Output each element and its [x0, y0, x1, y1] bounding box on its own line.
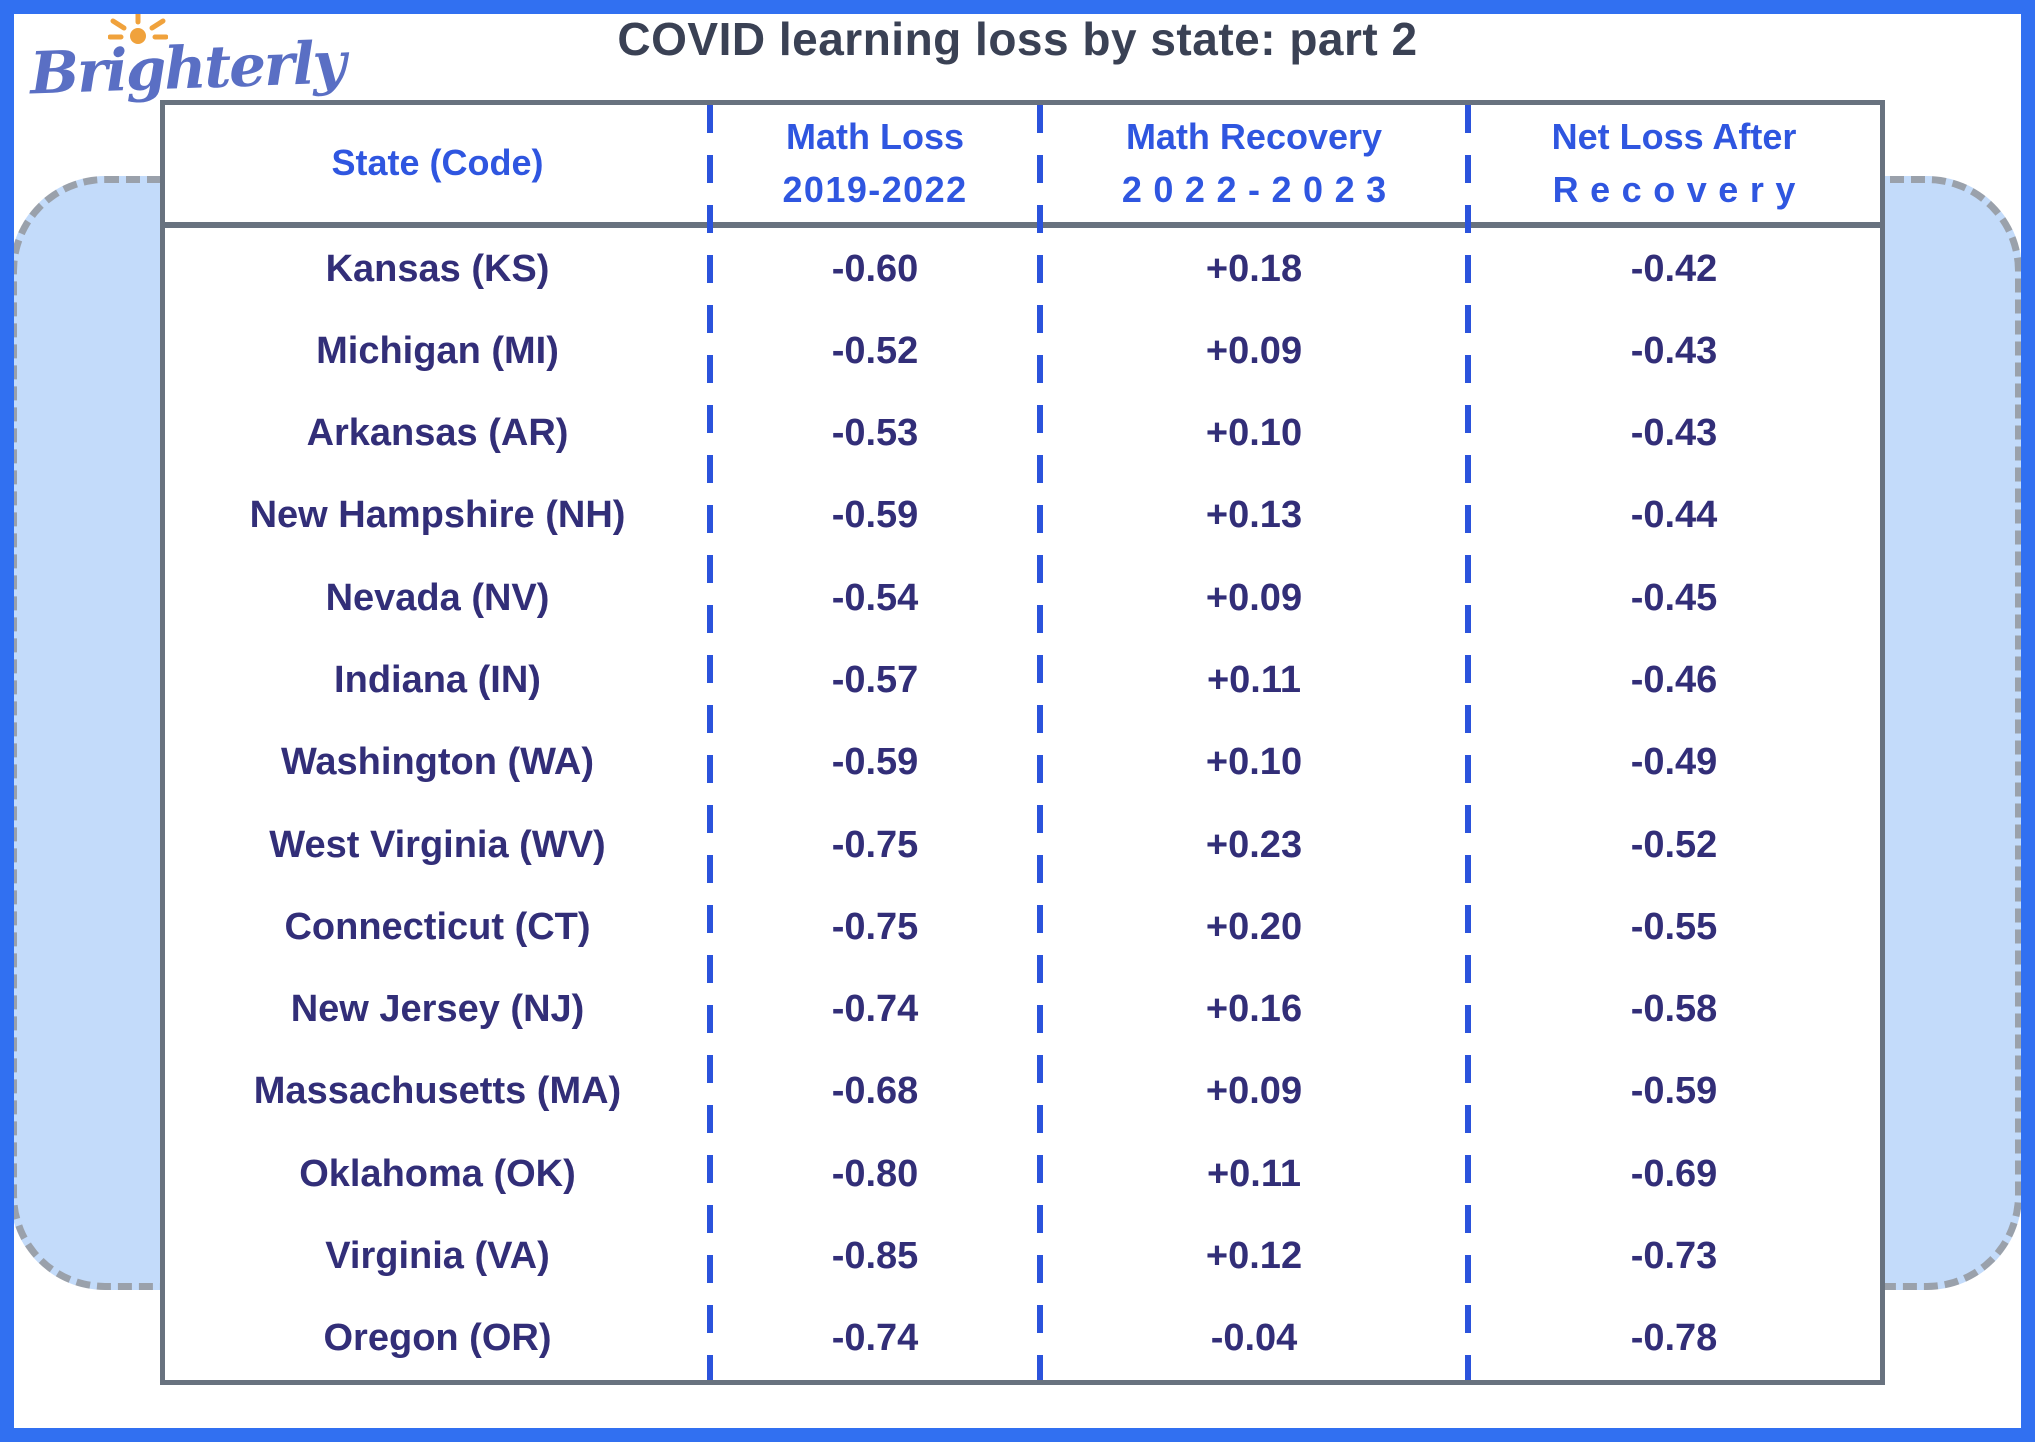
math-recovery-cell: +0.12 [1205, 1235, 1303, 1278]
table-row: Connecticut (CT) -0.75 +0.20 -0.55 [165, 886, 1880, 968]
table-row: Washington (WA) -0.59 +0.10 -0.49 [165, 722, 1880, 804]
table-row: West Virginia (WV) -0.75 +0.23 -0.52 [165, 804, 1880, 886]
table-row: Nevada (NV) -0.54 +0.09 -0.45 [165, 557, 1880, 639]
net-loss-cell: -0.73 [1630, 1235, 1718, 1278]
net-loss-cell: -0.55 [1630, 905, 1718, 948]
table-row: Oklahoma (OK) -0.80 +0.11 -0.69 [165, 1133, 1880, 1215]
header-state-label: State (Code) [331, 142, 544, 184]
column-divider-3 [1465, 105, 1471, 1380]
state-cell: Nevada (NV) [325, 576, 550, 619]
table-row: Kansas (KS) -0.60 +0.18 -0.42 [165, 228, 1880, 310]
math-loss-cell: -0.59 [831, 741, 919, 784]
net-loss-cell: -0.45 [1630, 576, 1718, 619]
column-divider-2 [1037, 105, 1043, 1380]
table-body: Kansas (KS) -0.60 +0.18 -0.42 Michigan (… [165, 228, 1880, 1380]
header-math-loss-line2: 2019-2022 [782, 168, 968, 210]
state-cell: West Virginia (WV) [269, 823, 606, 866]
math-recovery-cell: +0.20 [1205, 905, 1303, 948]
math-loss-cell: -0.85 [831, 1235, 919, 1278]
math-recovery-cell: +0.11 [1206, 1152, 1302, 1195]
state-cell: Oklahoma (OK) [299, 1152, 576, 1195]
math-recovery-cell: +0.09 [1205, 1070, 1303, 1113]
math-loss-cell: -0.80 [831, 1152, 919, 1195]
column-divider-1 [707, 105, 713, 1380]
state-cell: New Hampshire (NH) [249, 494, 626, 537]
header-math-recovery-line1: Math Recovery [1125, 116, 1383, 158]
table-row: New Hampshire (NH) -0.59 +0.13 -0.44 [165, 475, 1880, 557]
state-cell: Washington (WA) [280, 741, 595, 784]
state-cell: Connecticut (CT) [284, 905, 591, 948]
math-loss-cell: -0.54 [831, 576, 919, 619]
header-state: State (Code) [165, 105, 710, 222]
table-row: Oregon (OR) -0.74 -0.04 -0.78 [165, 1298, 1880, 1380]
math-recovery-cell: +0.09 [1205, 329, 1303, 372]
math-loss-cell: -0.75 [831, 823, 919, 866]
math-recovery-cell: +0.11 [1206, 659, 1302, 702]
net-loss-cell: -0.49 [1630, 741, 1718, 784]
table-row: Arkansas (AR) -0.53 +0.10 -0.43 [165, 393, 1880, 475]
math-loss-cell: -0.57 [831, 659, 919, 702]
math-loss-cell: -0.52 [831, 329, 919, 372]
table-row: Michigan (MI) -0.52 +0.09 -0.43 [165, 310, 1880, 392]
math-recovery-cell: +0.16 [1205, 988, 1303, 1031]
math-loss-cell: -0.68 [831, 1070, 919, 1113]
math-loss-cell: -0.75 [831, 905, 919, 948]
state-cell: Kansas (KS) [325, 247, 550, 290]
table-row: Indiana (IN) -0.57 +0.11 -0.46 [165, 639, 1880, 721]
table-header-row: State (Code) Math Loss 2019-2022 Math Re… [165, 105, 1880, 228]
data-table: State (Code) Math Loss 2019-2022 Math Re… [160, 100, 1885, 1385]
math-loss-cell: -0.74 [831, 1317, 919, 1360]
state-cell: Michigan (MI) [316, 329, 559, 372]
math-recovery-cell: -0.04 [1210, 1317, 1298, 1360]
state-cell: Oregon (OR) [323, 1317, 552, 1360]
math-loss-cell: -0.59 [831, 494, 919, 537]
brand-logo: Brighterly [29, 6, 345, 116]
state-cell: Indiana (IN) [334, 659, 541, 702]
header-net-loss: Net Loss After Recovery [1468, 105, 1880, 222]
table-row: New Jersey (NJ) -0.74 +0.16 -0.58 [165, 969, 1880, 1051]
math-recovery-cell: +0.13 [1205, 494, 1303, 537]
math-recovery-cell: +0.09 [1205, 576, 1303, 619]
math-loss-cell: -0.53 [831, 412, 919, 455]
math-recovery-cell: +0.18 [1205, 247, 1303, 290]
header-math-recovery-line2: 2022-2023 [1121, 168, 1398, 210]
net-loss-cell: -0.69 [1630, 1152, 1718, 1195]
net-loss-cell: -0.43 [1630, 329, 1718, 372]
net-loss-cell: -0.43 [1630, 412, 1718, 455]
net-loss-cell: -0.52 [1630, 823, 1718, 866]
table-row: Massachusetts (MA) -0.68 +0.09 -0.59 [165, 1051, 1880, 1133]
header-math-loss-line1: Math Loss [785, 116, 964, 158]
net-loss-cell: -0.46 [1630, 659, 1718, 702]
math-loss-cell: -0.60 [831, 247, 919, 290]
sun-icon [108, 7, 168, 44]
header-net-loss-line2: Recovery [1552, 168, 1807, 210]
net-loss-cell: -0.59 [1630, 1070, 1718, 1113]
net-loss-cell: -0.44 [1630, 494, 1718, 537]
header-math-recovery: Math Recovery 2022-2023 [1040, 105, 1468, 222]
state-cell: Massachusetts (MA) [253, 1070, 622, 1113]
net-loss-cell: -0.78 [1630, 1317, 1718, 1360]
net-loss-cell: -0.42 [1630, 247, 1718, 290]
math-recovery-cell: +0.10 [1205, 412, 1303, 455]
state-cell: Arkansas (AR) [306, 412, 569, 455]
state-cell: Virginia (VA) [325, 1235, 550, 1278]
table-row: Virginia (VA) -0.85 +0.12 -0.73 [165, 1215, 1880, 1297]
header-net-loss-line1: Net Loss After [1551, 116, 1797, 158]
math-loss-cell: -0.74 [831, 988, 919, 1031]
net-loss-cell: -0.58 [1630, 988, 1718, 1031]
header-math-loss: Math Loss 2019-2022 [710, 105, 1040, 222]
state-cell: New Jersey (NJ) [290, 988, 585, 1031]
page-title: COVID learning loss by state: part 2 [617, 13, 1418, 65]
math-recovery-cell: +0.23 [1205, 823, 1303, 866]
math-recovery-cell: +0.10 [1205, 741, 1303, 784]
